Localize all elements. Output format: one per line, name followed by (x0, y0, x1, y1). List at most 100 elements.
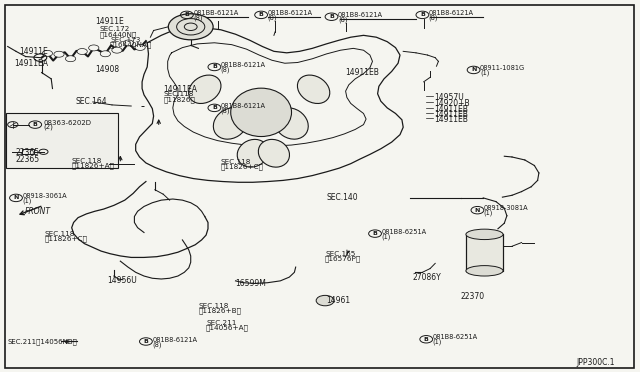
Text: B: B (372, 231, 378, 236)
Text: 081B8-6121A: 081B8-6121A (268, 10, 312, 16)
Text: SEC.165: SEC.165 (325, 251, 355, 257)
Circle shape (135, 45, 145, 51)
Text: (8): (8) (221, 108, 230, 114)
Text: (2): (2) (44, 124, 53, 131)
Circle shape (124, 40, 134, 46)
Text: 081B8-6121A: 081B8-6121A (221, 62, 266, 68)
Text: 〰11826〱: 〰11826〱 (163, 96, 195, 103)
Text: (8): (8) (221, 67, 230, 73)
Text: SEC.140: SEC.140 (326, 193, 358, 202)
Ellipse shape (259, 140, 289, 167)
Text: 14908: 14908 (95, 65, 119, 74)
Text: 14911EB: 14911EB (434, 110, 468, 119)
Text: (8): (8) (429, 15, 438, 21)
Ellipse shape (466, 229, 503, 240)
Circle shape (77, 48, 87, 54)
Text: SEC.164: SEC.164 (76, 97, 107, 106)
Text: FRONT: FRONT (24, 207, 51, 216)
Text: 14911EB: 14911EB (434, 115, 468, 124)
Text: 14911EB: 14911EB (346, 68, 380, 77)
Text: (1): (1) (433, 339, 442, 346)
Text: 27086Y: 27086Y (413, 273, 442, 282)
Text: B: B (259, 12, 264, 17)
Text: 22365: 22365 (16, 148, 40, 157)
Ellipse shape (298, 75, 330, 103)
Text: 14957U: 14957U (434, 93, 463, 102)
Text: 081B8-6121A: 081B8-6121A (221, 103, 266, 109)
Text: B: B (329, 14, 334, 19)
Text: (8): (8) (193, 15, 203, 21)
Text: 22370: 22370 (461, 292, 485, 301)
Text: B: B (424, 337, 429, 342)
Text: 16599M: 16599M (236, 279, 266, 288)
Text: 08911-1081G: 08911-1081G (480, 65, 525, 71)
Text: 14956U: 14956U (108, 276, 137, 285)
Text: (1): (1) (480, 70, 490, 76)
Text: 08918-3061A: 08918-3061A (22, 193, 67, 199)
Text: N: N (13, 195, 19, 201)
Text: (1): (1) (22, 198, 32, 204)
Text: B: B (420, 12, 425, 17)
Text: 08918-3081A: 08918-3081A (484, 205, 529, 211)
Ellipse shape (213, 108, 248, 139)
Text: 081B8-6121A: 081B8-6121A (429, 10, 474, 16)
Text: (1): (1) (484, 210, 493, 217)
Text: 〰14056+A〱: 〰14056+A〱 (206, 325, 249, 331)
Text: SEC.118: SEC.118 (72, 158, 102, 164)
Text: 14911EA: 14911EA (14, 59, 48, 68)
Text: 〰16440NA〱: 〰16440NA〱 (110, 42, 152, 48)
Text: B: B (184, 12, 189, 17)
Circle shape (168, 14, 213, 40)
Text: 08363-6202D: 08363-6202D (44, 120, 92, 126)
Text: SEC.172: SEC.172 (99, 26, 129, 32)
Text: 14911E: 14911E (19, 47, 48, 56)
Ellipse shape (189, 75, 221, 103)
Text: 〰16440N〱: 〰16440N〱 (99, 31, 136, 38)
Text: SEC.118: SEC.118 (198, 303, 228, 309)
Text: SEC.211: SEC.211 (206, 320, 236, 326)
Ellipse shape (274, 108, 308, 139)
Circle shape (316, 295, 334, 306)
Text: (1): (1) (381, 233, 391, 240)
Ellipse shape (466, 266, 503, 276)
Text: (8): (8) (268, 15, 277, 21)
Text: B: B (212, 105, 217, 110)
Text: N: N (471, 67, 476, 73)
Text: SEC.173: SEC.173 (110, 37, 140, 43)
Text: B: B (33, 122, 38, 127)
Ellipse shape (231, 88, 292, 137)
Text: 081B8-6121A: 081B8-6121A (338, 12, 383, 18)
Text: 081B8-6251A: 081B8-6251A (433, 334, 478, 340)
Text: 081BB-6121A: 081BB-6121A (193, 10, 239, 16)
Text: (8): (8) (152, 341, 162, 348)
Circle shape (65, 56, 76, 62)
Circle shape (100, 51, 111, 57)
Text: 14911E: 14911E (95, 17, 124, 26)
Text: 〰11826+A〱: 〰11826+A〱 (72, 163, 115, 169)
Text: 〰11826+B〱: 〰11826+B〱 (198, 308, 241, 314)
Text: N: N (475, 208, 480, 213)
Circle shape (112, 47, 122, 53)
Text: 〰16576P〱: 〰16576P〱 (325, 256, 362, 262)
Text: SEC.211〰14056NB〱: SEC.211〰14056NB〱 (8, 338, 77, 345)
Text: 081B8-6251A: 081B8-6251A (381, 229, 427, 235)
Text: (8): (8) (338, 16, 348, 23)
Text: 〰11826+C〱: 〰11826+C〱 (45, 235, 88, 242)
Text: 14961: 14961 (326, 296, 351, 305)
Text: B: B (143, 339, 148, 344)
Text: 〰11826+C〱: 〰11826+C〱 (221, 164, 264, 170)
Circle shape (42, 50, 52, 56)
Text: B: B (212, 64, 217, 70)
Bar (22, 149, 34, 154)
Text: SEC.118: SEC.118 (45, 231, 75, 237)
Text: 14920+B: 14920+B (434, 99, 470, 108)
Text: 14911EA: 14911EA (163, 85, 197, 94)
Text: JPP300C.1: JPP300C.1 (576, 358, 614, 367)
Text: 14911EB: 14911EB (434, 105, 468, 114)
Bar (6, 113, 118, 168)
Text: 081B8-6121A: 081B8-6121A (152, 337, 197, 343)
Ellipse shape (237, 140, 268, 167)
Circle shape (54, 51, 64, 57)
Bar (466, 234, 503, 271)
Text: SEC.118: SEC.118 (163, 92, 193, 97)
